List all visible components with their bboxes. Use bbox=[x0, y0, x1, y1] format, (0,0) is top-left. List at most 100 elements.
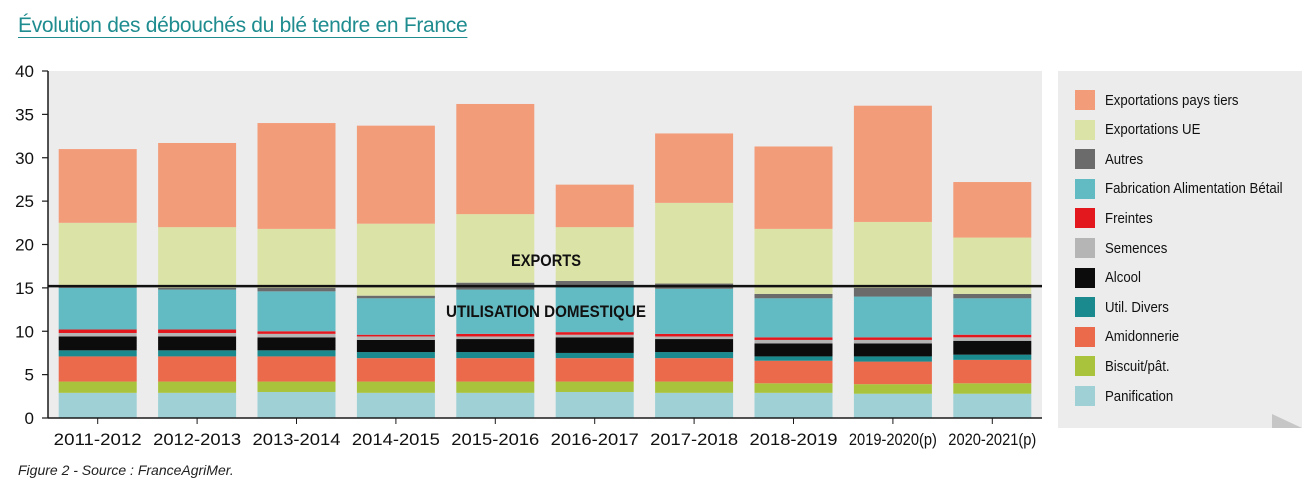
bar-segment-10-0 bbox=[58, 149, 137, 223]
bar-segment-9-4 bbox=[456, 214, 535, 283]
bar-segment-4-5 bbox=[555, 337, 634, 353]
bar-segment-1-2 bbox=[257, 381, 336, 392]
bar-segment-3-0 bbox=[58, 350, 137, 357]
bar-segment-2-5 bbox=[555, 358, 634, 382]
bar-segment-2-9 bbox=[953, 359, 1032, 384]
bar-segment-0-6 bbox=[655, 392, 734, 418]
bar-segment-2-3 bbox=[356, 358, 435, 382]
legend-item: Fabrication Alimentation Bétail bbox=[1075, 178, 1307, 199]
bar-segment-1-5 bbox=[555, 381, 634, 392]
legend-item: Alcool bbox=[1075, 267, 1146, 288]
legend-swatch bbox=[1075, 297, 1095, 318]
bar-segment-7-0 bbox=[58, 287, 137, 330]
bar-segment-8-5 bbox=[555, 280, 634, 286]
figure-caption: Figure 2 - Source : FranceAgriMer. bbox=[18, 462, 234, 478]
bar-segment-10-7 bbox=[754, 146, 833, 229]
bar-segment-0-9 bbox=[953, 393, 1032, 418]
legend-swatch bbox=[1075, 119, 1095, 140]
bar-segment-1-4 bbox=[456, 381, 535, 393]
y-tick-label: 40 bbox=[15, 62, 34, 81]
bar-segment-6-6 bbox=[655, 333, 734, 337]
legend-swatch bbox=[1075, 238, 1095, 258]
legend-swatch bbox=[1075, 208, 1095, 229]
axes-layer: 0 5 10 15 20 25 30 35 40 2011-2012 2012-2013 2013-2… bbox=[15, 62, 1042, 449]
bar-segment-8-7 bbox=[754, 293, 833, 299]
legend-label: Semences bbox=[1105, 239, 1168, 257]
bar-segment-9-2 bbox=[257, 228, 336, 288]
bar-segment-10-2 bbox=[257, 123, 336, 229]
bar-segment-7-4 bbox=[456, 289, 535, 334]
bar-segment-6-1 bbox=[158, 329, 237, 333]
x-tick-label: 2016-2017 bbox=[551, 430, 639, 449]
legend-page-fold bbox=[1272, 414, 1302, 428]
bar-segment-1-9 bbox=[953, 383, 1032, 394]
bar-segment-4-0 bbox=[58, 336, 137, 351]
x-tick-label: 2012-2013 bbox=[153, 430, 241, 449]
legend-item: Biscuit/pât. bbox=[1075, 356, 1178, 377]
bar-segment-2-8 bbox=[853, 361, 932, 385]
bar-segment-0-0 bbox=[58, 392, 137, 418]
legend-label: Autres bbox=[1105, 150, 1144, 168]
legend-label: Freintes bbox=[1105, 209, 1153, 227]
bar-segment-7-8 bbox=[853, 296, 932, 338]
bar-segment-9-8 bbox=[853, 221, 932, 288]
domestic-use-label: UTILISATION DOMESTIQUE bbox=[446, 302, 646, 321]
legend-item: Exportations pays tiers bbox=[1075, 90, 1257, 110]
bar-segment-5-9 bbox=[953, 337, 1032, 341]
bar-segment-5-1 bbox=[158, 332, 237, 337]
bar-segment-7-9 bbox=[953, 298, 1032, 335]
bar-segment-8-2 bbox=[257, 287, 336, 292]
legend-swatch bbox=[1075, 149, 1095, 170]
legend-label: Amidonnerie bbox=[1105, 328, 1180, 346]
bars-layer bbox=[58, 103, 1032, 418]
bar-segment-9-1 bbox=[158, 227, 237, 288]
y-tick-label: 5 bbox=[25, 366, 34, 385]
bar-segment-2-4 bbox=[456, 358, 535, 382]
legend-item: Semences bbox=[1075, 238, 1176, 258]
legend-label: Exportations UE bbox=[1105, 121, 1201, 139]
bar-segment-4-2 bbox=[257, 337, 336, 351]
bar-segment-6-0 bbox=[58, 329, 137, 333]
legend-swatch bbox=[1075, 356, 1095, 377]
bar-segment-5-2 bbox=[257, 333, 336, 338]
bar-segment-9-5 bbox=[555, 227, 634, 281]
bar-segment-0-1 bbox=[158, 392, 237, 418]
bar-segment-6-3 bbox=[356, 334, 435, 337]
bar-segment-4-4 bbox=[456, 339, 535, 353]
exports-label: EXPORTS bbox=[511, 251, 581, 270]
annotations-layer: EXPORTS UTILISATION DOMESTIQUE bbox=[48, 251, 1042, 321]
bar-segment-9-6 bbox=[655, 202, 734, 284]
bar-segment-0-7 bbox=[754, 392, 833, 418]
bar-segment-3-2 bbox=[257, 350, 336, 357]
bar-segment-6-4 bbox=[456, 333, 535, 337]
bar-segment-5-0 bbox=[58, 332, 137, 337]
bar-segment-9-3 bbox=[356, 223, 435, 296]
bar-segment-3-4 bbox=[456, 352, 535, 359]
bar-segment-2-0 bbox=[58, 356, 137, 382]
bar-segment-2-2 bbox=[257, 356, 336, 382]
bar-segment-1-6 bbox=[655, 381, 734, 393]
bar-segment-3-9 bbox=[953, 354, 1032, 360]
legend-item: Panification bbox=[1075, 386, 1183, 406]
bar-segment-6-2 bbox=[257, 331, 336, 334]
bar-segment-7-7 bbox=[754, 298, 833, 338]
chart-title: Évolution des débouchés du blé tendre en… bbox=[18, 14, 468, 37]
bar-segment-7-1 bbox=[158, 289, 237, 330]
bar-segment-5-5 bbox=[555, 334, 634, 338]
x-tick-label: 2015-2016 bbox=[451, 430, 539, 449]
bar-segment-10-5 bbox=[555, 184, 634, 228]
x-tick-label: 2019-2020(p) bbox=[849, 430, 937, 449]
legend-item: Freintes bbox=[1075, 208, 1159, 229]
y-tick-label: 30 bbox=[15, 149, 34, 168]
legend-label: Fabrication Alimentation Bétail bbox=[1105, 180, 1283, 198]
bar-segment-1-1 bbox=[158, 381, 237, 393]
bar-segment-3-6 bbox=[655, 352, 734, 359]
bar-segment-2-1 bbox=[158, 356, 237, 382]
bar-segment-4-9 bbox=[953, 340, 1032, 355]
bar-segment-1-0 bbox=[58, 381, 137, 393]
bar-segment-5-4 bbox=[456, 336, 535, 340]
bar-segment-3-5 bbox=[555, 352, 634, 359]
bar-segment-5-8 bbox=[853, 339, 932, 344]
bar-segment-8-8 bbox=[853, 287, 932, 297]
bar-segment-10-9 bbox=[953, 182, 1032, 238]
